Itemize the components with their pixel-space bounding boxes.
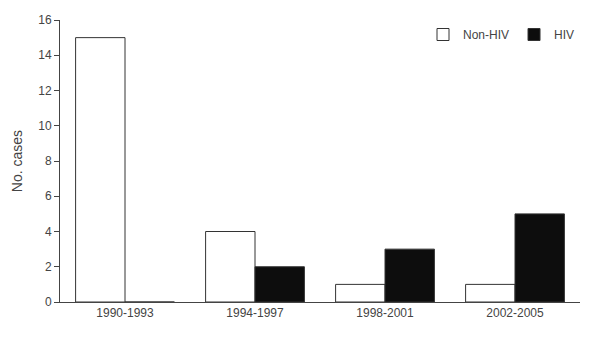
svg-text:1998-2001: 1998-2001 <box>356 306 414 320</box>
svg-text:Non-HIV: Non-HIV <box>463 28 509 42</box>
svg-text:4: 4 <box>45 225 52 239</box>
svg-text:2: 2 <box>45 260 52 274</box>
svg-text:No. cases: No. cases <box>9 130 25 192</box>
svg-text:6: 6 <box>45 189 52 203</box>
svg-text:12: 12 <box>38 84 52 98</box>
svg-text:8: 8 <box>45 154 52 168</box>
svg-text:HIV: HIV <box>554 28 574 42</box>
svg-text:16: 16 <box>38 13 52 27</box>
svg-text:1990-1993: 1990-1993 <box>96 306 154 320</box>
svg-text:2002-2005: 2002-2005 <box>486 306 544 320</box>
svg-text:0: 0 <box>45 295 52 309</box>
svg-text:10: 10 <box>38 119 52 133</box>
svg-text:14: 14 <box>38 48 52 62</box>
svg-text:1994-1997: 1994-1997 <box>226 306 284 320</box>
